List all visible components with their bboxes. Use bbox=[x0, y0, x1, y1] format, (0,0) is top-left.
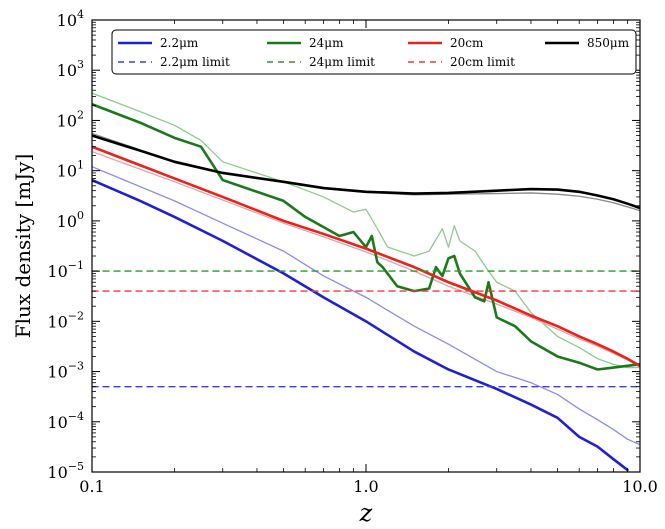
series-20cm bbox=[92, 145, 640, 368]
series-5-thin bbox=[92, 150, 640, 369]
y-axis-label: Flux density [mJy] bbox=[11, 154, 35, 339]
series-7-thin bbox=[92, 132, 640, 212]
y-tick-label: 10−1 bbox=[47, 259, 84, 281]
y-tick-label: 100 bbox=[57, 209, 84, 231]
series-1-thin bbox=[92, 166, 640, 446]
ticks-layer: 0.1 1.0 10.0 10−5 10−4 10−3 10−2 10−1 100 101 102 1… bbox=[47, 8, 657, 496]
legend-label: 20cm limit bbox=[450, 55, 515, 69]
series-2-2-m bbox=[92, 178, 629, 472]
series-24-m bbox=[92, 102, 640, 371]
y-tick-label: 10−4 bbox=[47, 410, 84, 432]
y-tick-label: 10−2 bbox=[47, 309, 84, 331]
legend-label: 2.2μm bbox=[160, 36, 199, 50]
legend: 2.2μm 24μm 20cm 850μm 2.2μm limit 24μm limit 2… bbox=[111, 29, 637, 75]
y-tick-label: 102 bbox=[57, 108, 84, 130]
series-layer bbox=[92, 92, 640, 472]
y-tick-label: 101 bbox=[57, 159, 84, 181]
x-tick-label: 10.0 bbox=[622, 477, 658, 496]
legend-label: 20cm bbox=[450, 36, 484, 50]
y-tick-label: 10−3 bbox=[47, 360, 84, 382]
x-tick-label: 0.1 bbox=[79, 477, 104, 496]
series-3-thin bbox=[92, 92, 640, 369]
series-850-m bbox=[92, 134, 640, 210]
legend-label: 2.2μm limit bbox=[160, 55, 230, 69]
y-tick-label: 103 bbox=[57, 58, 84, 80]
legend-label: 24μm limit bbox=[309, 55, 375, 69]
y-tick-label: 10−5 bbox=[47, 460, 84, 482]
legend-label: 24μm bbox=[309, 36, 344, 50]
x-axis-label: z bbox=[359, 499, 373, 527]
x-tick-label: 1.0 bbox=[353, 477, 378, 496]
legend-box bbox=[111, 29, 637, 75]
legend-label: 850μm bbox=[587, 36, 630, 50]
y-tick-label: 104 bbox=[57, 8, 84, 30]
